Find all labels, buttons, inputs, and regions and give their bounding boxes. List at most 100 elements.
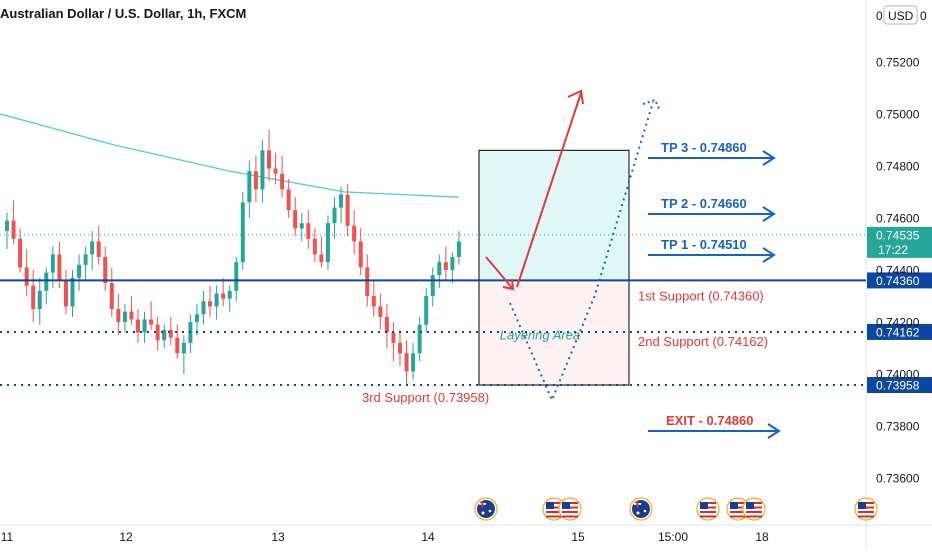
flag-canton: [562, 502, 570, 509]
current-price-text: 0.74535: [876, 228, 920, 242]
candle-body: [214, 293, 219, 307]
price-tick-label: 0.73600: [876, 472, 920, 486]
currency-badge[interactable]: [883, 5, 918, 25]
candle-body: [293, 210, 298, 229]
price-tick-label: 0.74000: [876, 368, 920, 382]
candle-body: [5, 220, 9, 231]
candle-body: [103, 257, 108, 284]
price-tick-label: 0.74600: [876, 211, 920, 225]
candle-body: [57, 254, 62, 281]
flag-star: [643, 509, 647, 513]
candle-body: [404, 353, 409, 372]
candle-body: [201, 301, 206, 315]
exit-label: EXIT - 0.74860: [666, 413, 753, 428]
candle-body: [175, 337, 180, 354]
forecast-dip-arrow: [485, 256, 514, 290]
us-flag-icon[interactable]: [854, 497, 878, 521]
flag-stripe: [730, 515, 746, 518]
flag-stripe: [562, 515, 578, 518]
moving-average-line: [0, 113, 459, 198]
price-tick-label: 0.74200: [876, 316, 920, 330]
candle-body: [325, 223, 330, 263]
candle-body: [63, 280, 68, 307]
us-flag-icon[interactable]: [696, 497, 720, 521]
flag-canton: [730, 502, 738, 509]
candle-body: [417, 324, 422, 354]
candle-body: [90, 241, 95, 255]
candle-body: [267, 150, 271, 169]
candle-body: [155, 324, 160, 341]
candle-body: [142, 319, 147, 333]
layering-area-label: Layering Area: [500, 327, 580, 342]
flag-stripe: [700, 515, 716, 518]
support-price-tag-text-2: 0.74162: [876, 325, 920, 339]
us-flag-icon[interactable]: [542, 497, 566, 521]
candle-body: [319, 254, 324, 263]
flag-canton: [746, 502, 754, 509]
candle-body: [371, 296, 376, 307]
candle-body: [430, 275, 435, 297]
candle-body: [24, 267, 29, 286]
candle-body: [339, 194, 344, 208]
support-price-tag-1: [867, 272, 932, 289]
candle-body: [227, 290, 232, 299]
time-tick-label: 11: [1, 530, 14, 544]
candle-body: [181, 342, 186, 354]
candle-body: [352, 225, 357, 242]
economic-events: [474, 497, 878, 521]
flag-canton: [858, 502, 866, 509]
third-support-label: 3rd Support (0.73958): [362, 390, 489, 405]
support-price-tag-text-1: 0.74360: [876, 274, 920, 288]
australia-flag-icon[interactable]: [474, 497, 498, 521]
price-tick-label: 0.74400: [876, 264, 920, 278]
profit-zone-box: [478, 149, 630, 281]
candle-body: [391, 332, 396, 343]
candle-body: [365, 267, 370, 297]
price-tick-label: 0.74800: [876, 159, 920, 173]
candle-body: [378, 306, 383, 317]
australia-flag-icon[interactable]: [629, 497, 653, 521]
candle-body: [240, 202, 245, 263]
take-profit-label-1: TP 1 - 0.74510: [661, 237, 747, 252]
candle-body: [253, 171, 258, 190]
candle-body: [116, 309, 121, 323]
candle-body: [129, 311, 134, 320]
candle-body: [208, 301, 213, 307]
flag-stripe: [546, 515, 562, 518]
candle-body: [50, 254, 55, 273]
time-tick-label: 12: [119, 530, 133, 544]
first-support-label: 1st Support (0.74360): [638, 288, 764, 303]
take-profit-arrow-head-2: [762, 206, 776, 222]
flag-stripe: [858, 515, 874, 518]
forecast-dip-arrow-head: [502, 278, 515, 291]
candle-body: [96, 241, 101, 257]
candle-body: [122, 311, 127, 323]
candle-body: [168, 329, 173, 338]
time-axis: 11 12 13 14 15 15:00 18: [1, 530, 769, 544]
price-tick-label: 0.73800: [876, 420, 920, 434]
flag-star: [488, 509, 492, 513]
flag-stripe: [746, 515, 762, 518]
flag-stripe: [746, 511, 762, 513]
candle-body: [18, 238, 23, 268]
flag-stripe: [546, 511, 562, 513]
flag-star: [481, 511, 485, 515]
us-flag-icon[interactable]: [726, 497, 750, 521]
us-flag-icon[interactable]: [742, 497, 766, 521]
trade-annotations: TP 3 - 0.74860 TP 2 - 0.74660 TP 1 - 0.745…: [485, 89, 781, 439]
layering-path-arrow-head: [642, 98, 661, 112]
candle-body: [194, 314, 199, 323]
candle-body: [424, 296, 429, 325]
candle-body: [77, 264, 82, 278]
time-tick-label: 13: [271, 530, 285, 544]
us-flag-icon[interactable]: [558, 497, 582, 521]
flag-stripe: [562, 511, 578, 513]
forecast-rise-arrow: [516, 92, 582, 288]
candle-body: [299, 223, 304, 229]
layering-zone: Layering Area: [478, 149, 630, 386]
flag-stripe: [730, 511, 746, 513]
currency-suffix: 0: [920, 9, 927, 23]
bar-countdown-text: 17:22: [878, 243, 908, 257]
